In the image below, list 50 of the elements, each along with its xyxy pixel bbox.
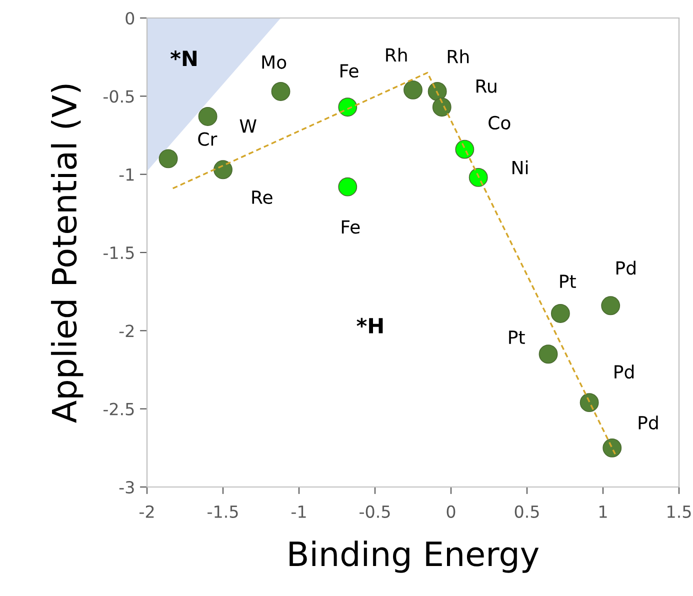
- x-tick-label: 1.5: [668, 506, 691, 518]
- annotation: Fe: [342, 220, 360, 234]
- annotation: Ru: [476, 79, 496, 93]
- annotation: Pd: [638, 416, 658, 430]
- x-tick-label: -1: [292, 506, 306, 518]
- x-tick-label: 0: [446, 505, 456, 518]
- point: [468, 168, 488, 187]
- annotation: Co: [488, 116, 510, 130]
- annotation: Pt: [560, 274, 576, 288]
- y-tick-label: -2.5: [103, 402, 134, 416]
- point: [338, 177, 358, 196]
- y-tick-label: -1.5: [103, 246, 134, 260]
- y-tick-label: 0: [126, 12, 134, 25]
- y-tick-label: -1: [119, 168, 134, 181]
- point: [455, 140, 474, 159]
- annotation: Pt: [509, 330, 525, 344]
- annotation: Mo: [262, 56, 286, 69]
- point: [550, 304, 570, 323]
- x-tick-label: -1.5: [208, 506, 238, 518]
- point: [214, 160, 232, 180]
- point: [602, 438, 622, 458]
- annotation: Cr: [198, 132, 218, 146]
- x-tick-label: 1: [600, 506, 607, 518]
- point: [538, 344, 558, 364]
- annotation: Re: [252, 190, 272, 204]
- point: [432, 98, 452, 117]
- point: [404, 80, 422, 100]
- x-axis-title: Binding Energy: [290, 540, 539, 573]
- annotation: W: [240, 119, 256, 133]
- point: [271, 82, 290, 101]
- annotation: *N: [170, 50, 196, 66]
- y-tick-label: -0.5: [103, 90, 134, 103]
- point: [158, 149, 178, 168]
- point: [338, 98, 358, 117]
- point: [580, 393, 599, 412]
- y-tick-label: -3: [119, 480, 134, 494]
- y-tick-label: -2: [119, 324, 134, 337]
- point: [198, 107, 218, 126]
- annotation: Pd: [616, 260, 636, 275]
- annotation: Fe: [340, 64, 358, 78]
- annotation: Rh: [386, 48, 407, 62]
- annotation: *H: [356, 318, 383, 334]
- x-tick-label: -2: [140, 505, 154, 518]
- x-tick-label: 0.5: [514, 505, 539, 518]
- annotation: Pd: [614, 364, 634, 379]
- x-tick-label: -0.5: [360, 505, 390, 518]
- point: [601, 296, 620, 316]
- y-axis-title: Applied Potential (V): [50, 84, 84, 423]
- annotation: Ni: [512, 160, 528, 174]
- annotation: Rh: [448, 49, 469, 64]
